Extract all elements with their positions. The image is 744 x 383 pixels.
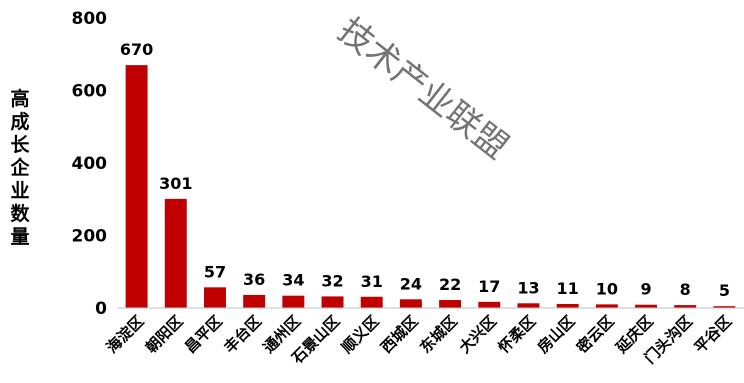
y-axis-title: 高成长企业数量: [10, 88, 30, 248]
bar: [517, 303, 540, 308]
data-label: 34: [282, 271, 304, 290]
bar: [399, 299, 422, 308]
data-label: 36: [243, 270, 265, 289]
x-tick-label: 丰台区: [220, 312, 265, 357]
bar: [674, 305, 697, 308]
x-tick-label: 昌平区: [181, 312, 226, 357]
data-label: 13: [517, 278, 539, 297]
bar: [556, 304, 579, 308]
y-axis-ticks: 0 200 400 600 800: [72, 9, 108, 319]
bars: [125, 65, 736, 308]
bar: [203, 287, 226, 308]
data-labels: 670 301 57 36 34 32 31 24 22 17 13 11 10 9 8 5: [120, 40, 730, 300]
data-label: 24: [400, 274, 422, 293]
x-tick-label: 海淀区: [103, 312, 148, 357]
x-tick-label: 西城区: [377, 312, 422, 357]
bar: [635, 304, 658, 308]
data-label: 32: [321, 271, 343, 290]
bar: [125, 65, 148, 308]
y-tick-label: 200: [72, 227, 108, 247]
data-label: 10: [596, 279, 618, 298]
y-tick-label: 400: [72, 154, 108, 174]
data-label: 11: [557, 279, 579, 298]
data-label: 31: [361, 272, 383, 291]
data-label: 301: [159, 174, 192, 193]
x-tick-label: 房山区: [534, 312, 579, 357]
bar: [478, 301, 501, 308]
y-tick-label: 0: [95, 299, 107, 319]
x-tick-label: 大兴区: [456, 312, 501, 357]
x-tick-label: 朝阳区: [142, 312, 187, 357]
data-label: 670: [120, 40, 153, 59]
bar: [360, 296, 383, 308]
x-tick-label: 东城区: [416, 312, 461, 357]
bar: [243, 294, 266, 308]
bar: [164, 198, 187, 308]
bar: [439, 300, 462, 308]
x-tick-label: 怀柔区: [495, 312, 540, 357]
bar: [713, 306, 736, 308]
bar: [282, 295, 305, 308]
x-axis-ticks: 海淀区朝阳区昌平区丰台区通州区石景山区顺义区西城区东城区大兴区怀柔区房山区密云区…: [103, 312, 735, 368]
data-label: 8: [680, 280, 691, 299]
y-tick-label: 600: [72, 82, 108, 102]
x-tick-label: 平谷区: [691, 312, 736, 357]
data-label: 22: [439, 275, 461, 294]
x-tick-label: 密云区: [573, 312, 618, 357]
x-tick-label: 顺义区: [338, 312, 383, 357]
data-label: 17: [478, 277, 500, 296]
bar: [595, 304, 618, 308]
data-label: 9: [640, 280, 651, 299]
data-label: 57: [204, 262, 226, 281]
bar: [321, 296, 344, 308]
data-label: 5: [719, 281, 730, 300]
y-tick-label: 800: [72, 9, 108, 29]
